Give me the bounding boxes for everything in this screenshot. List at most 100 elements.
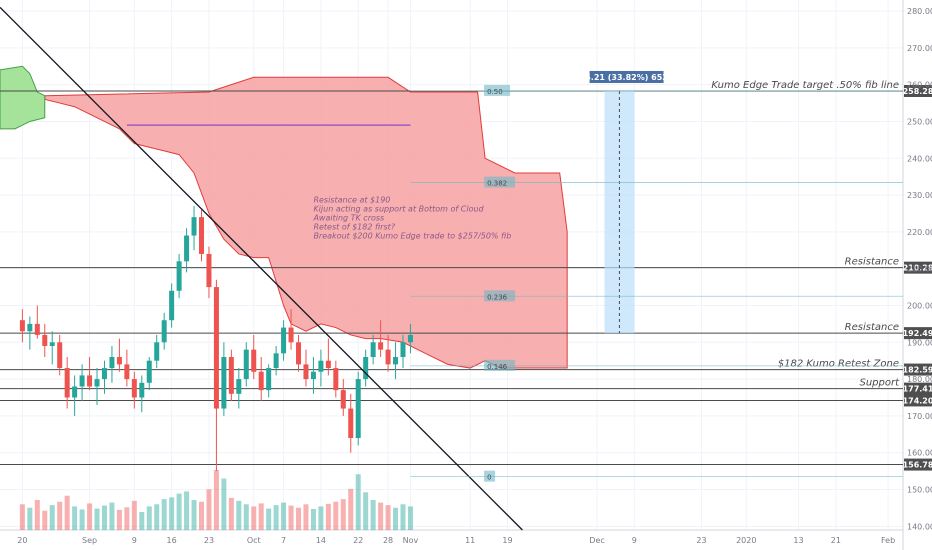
x-axis: 20 Sep 9 16 23 Oct 7 14 22 28 Nov 11 19 Dec 9 23 2020 13 2…	[17, 536, 895, 545]
volume-bar	[236, 500, 242, 530]
horizontal-lines: Kumo Edge Trade target .50% fib line 258.…	[0, 70, 932, 471]
volume-bar	[57, 501, 63, 530]
volume-bar	[318, 506, 324, 530]
volume-bar	[139, 512, 145, 530]
candle-body	[19, 320, 25, 332]
volume-bar	[288, 505, 294, 530]
x-tick-label: Feb	[881, 536, 895, 545]
candle-body	[385, 349, 391, 365]
fib-label-box	[484, 290, 516, 302]
fib-labels: 0.50 0.382 0.236 0.146 0	[410, 84, 903, 482]
candle-body	[251, 349, 257, 372]
volume-bar	[64, 495, 70, 530]
volume-bar	[19, 504, 25, 530]
volume-bar	[221, 478, 227, 530]
volume-bar	[258, 503, 264, 530]
volume-bars	[19, 470, 413, 530]
horizontal-line-label: $182 Kumo Retest Zone	[778, 359, 899, 370]
x-tick-label: 20	[17, 536, 27, 545]
volume-bar	[79, 509, 85, 530]
volume-bar	[333, 501, 339, 530]
candle-body	[296, 342, 302, 365]
price-tag	[904, 327, 932, 340]
volume-bar	[176, 493, 182, 530]
volume-bar	[228, 497, 234, 530]
price-tag	[904, 382, 932, 395]
x-tick-label: 16	[167, 536, 177, 545]
candle-body	[348, 408, 354, 438]
candle-body	[101, 368, 107, 380]
volume-bar	[407, 506, 413, 530]
x-tick-label: 11	[465, 536, 475, 545]
y-tick-label: 280.00	[907, 7, 932, 16]
candle-body	[400, 342, 406, 358]
price-tag	[904, 261, 932, 274]
fib-label-box	[484, 359, 516, 371]
volume-bar	[273, 505, 279, 530]
volume-bar	[116, 509, 122, 530]
volume-bar	[378, 502, 384, 530]
price-tag-label: 258.28	[903, 87, 932, 96]
volume-bar	[109, 502, 115, 530]
candle-body	[355, 379, 361, 438]
fib-label-box	[484, 176, 516, 188]
trendline	[0, 6, 523, 531]
y-tick-label: 230.00	[907, 191, 932, 200]
volume-bar	[49, 505, 55, 530]
volume-bar	[385, 505, 391, 530]
price-tag-label: 156.78	[903, 461, 932, 470]
x-tick-label: Sep	[82, 536, 97, 545]
annotation-line: Retest of $182 first?	[313, 222, 395, 231]
y-tick-label: 200.00	[907, 301, 932, 310]
candle-body	[154, 342, 160, 361]
candle-body	[191, 217, 197, 236]
volume-bar	[131, 500, 137, 530]
price-tag	[904, 458, 932, 471]
volume-bar	[303, 504, 309, 530]
volume-bar	[355, 474, 361, 530]
x-tick-label: 13	[793, 536, 803, 545]
x-tick-label: 19	[502, 536, 512, 545]
price-tag	[904, 394, 932, 407]
x-tick-label: 7	[281, 536, 286, 545]
candle-body	[27, 323, 33, 332]
volume-bar	[400, 504, 406, 530]
y-tick-label: 190.00	[907, 338, 932, 347]
x-tick-label: Nov	[403, 536, 419, 545]
candle-body	[184, 235, 190, 262]
volume-bar	[310, 509, 316, 530]
candle-body	[146, 360, 152, 383]
fib-label: 0	[487, 474, 491, 482]
candle-body	[57, 342, 63, 369]
y-tick-label: 270.00	[907, 44, 932, 53]
candle-body	[94, 379, 100, 387]
volume-bar	[34, 500, 40, 530]
fib-label-box	[484, 470, 496, 482]
annotation-line: Breakout $200 Kumo Edge trade to $257/50…	[313, 231, 511, 240]
volume-bar	[393, 507, 399, 530]
price-tag	[904, 363, 932, 376]
candle-body	[213, 287, 219, 409]
candle-body	[49, 342, 55, 346]
horizontal-line-label: Resistance	[845, 322, 899, 333]
price-tag-label: 182.59	[903, 366, 932, 375]
annotation-line: Resistance at $190	[313, 195, 390, 204]
candle-body	[169, 290, 175, 321]
y-tick-label: 220.00	[907, 228, 932, 237]
candle-body	[273, 353, 279, 369]
candle-body	[131, 379, 137, 398]
candlesticks	[19, 206, 413, 472]
candle-body	[266, 368, 272, 391]
candle-body	[64, 368, 70, 398]
annotation-line: Awaiting TK cross	[312, 213, 384, 222]
x-tick-label: Dec	[589, 536, 604, 545]
candle-body	[340, 390, 346, 409]
horizontal-line-label: Support	[859, 378, 900, 389]
volume-bar	[251, 506, 257, 530]
y-tick-label: 150.00	[907, 486, 932, 495]
candle-body	[109, 357, 115, 369]
candle-body	[303, 364, 309, 380]
volume-bar	[154, 504, 160, 530]
candle-body	[116, 357, 122, 365]
